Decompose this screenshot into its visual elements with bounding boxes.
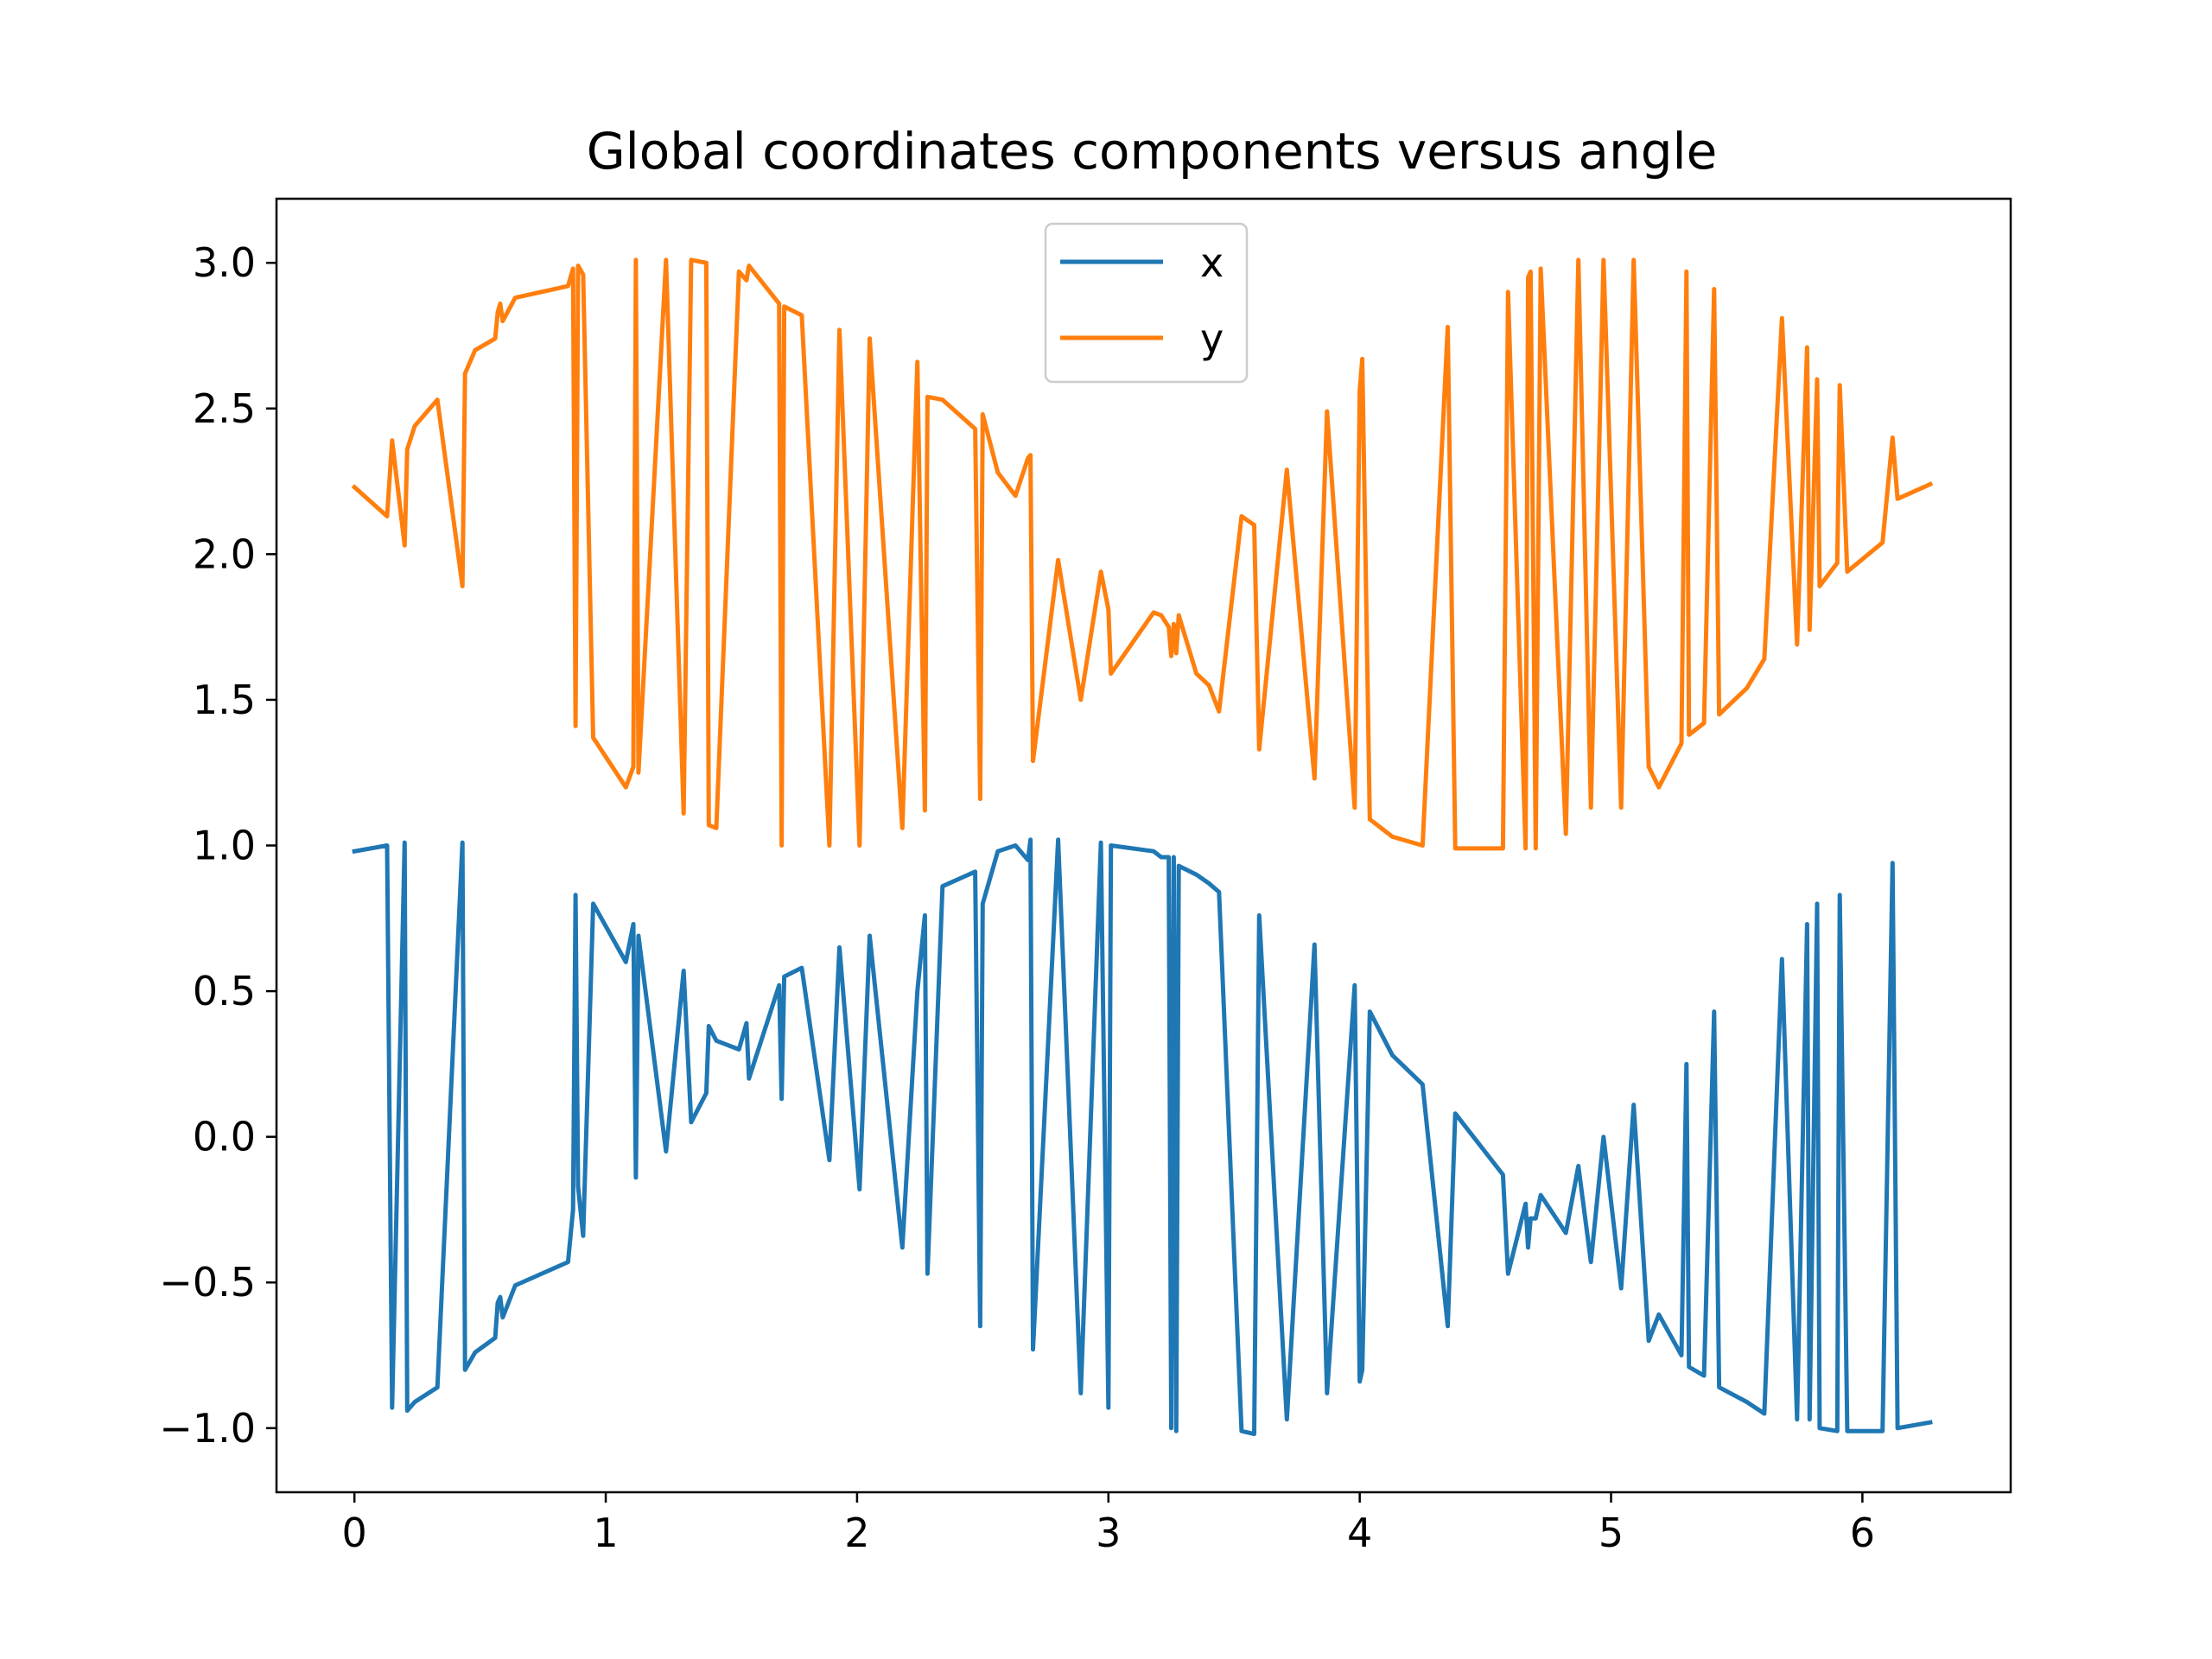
y-tick-label: 1.5	[193, 677, 256, 723]
series-layer	[351, 257, 1934, 1437]
x-tick-label: 2	[844, 1510, 869, 1556]
x-tick-label: 6	[1850, 1510, 1875, 1556]
legend-label-x: x	[1200, 239, 1224, 286]
series-line-x	[352, 837, 1933, 1437]
y-axis: 3.0 2.5 2.0 1.5 1.0 0.5 0.0 −0.5 −1.0	[159, 239, 276, 1452]
legend-label-y: y	[1200, 315, 1224, 362]
x-tick-label: 5	[1599, 1510, 1624, 1556]
x-tick-label: 0	[342, 1510, 367, 1556]
x-tick-label: 3	[1096, 1510, 1121, 1556]
legend: x y	[1044, 222, 1249, 384]
y-tick-label: 0.5	[193, 968, 256, 1014]
y-tick-label: 2.0	[193, 531, 256, 577]
y-tick-label: 3.0	[193, 239, 256, 286]
x-tick-label: 1	[593, 1510, 618, 1556]
y-tick-label: 2.5	[193, 385, 256, 432]
series-line-y	[351, 257, 1934, 851]
x-axis: 0 1 2 3 4 5 6	[342, 1492, 1875, 1556]
x-tick-label: 4	[1347, 1510, 1372, 1556]
y-tick-label: −0.5	[159, 1259, 256, 1306]
y-tick-label: −1.0	[159, 1405, 256, 1452]
y-tick-label: 1.0	[193, 823, 256, 869]
chart-title: Global coordinates components versus ang…	[587, 122, 1718, 181]
y-tick-label: 0.0	[193, 1114, 256, 1160]
